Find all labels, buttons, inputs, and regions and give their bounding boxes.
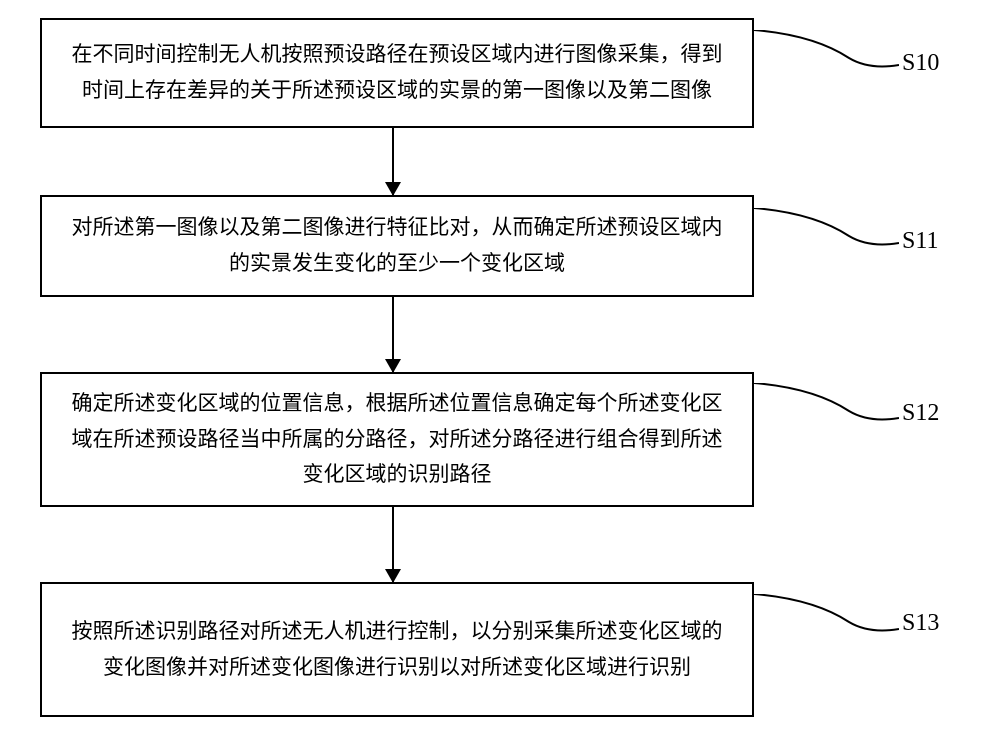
node-text-s10: 在不同时间控制无人机按照预设路径在预设区域内进行图像采集，得到时间上存在差异的关… xyxy=(62,37,732,108)
label-connector-s11 xyxy=(754,208,899,248)
label-connector-s10 xyxy=(754,30,899,70)
flow-node-s10: 在不同时间控制无人机按照预设路径在预设区域内进行图像采集，得到时间上存在差异的关… xyxy=(40,18,754,128)
step-label-s12: S12 xyxy=(902,400,939,427)
node-text-s11: 对所述第一图像以及第二图像进行特征比对，从而确定所述预设区域内的实景发生变化的至… xyxy=(62,210,732,281)
step-label-s10: S10 xyxy=(902,50,939,77)
flow-node-s12: 确定所述变化区域的位置信息，根据所述位置信息确定每个所述变化区域在所述预设路径当… xyxy=(40,372,754,507)
label-connector-s13 xyxy=(754,594,899,634)
node-text-s12: 确定所述变化区域的位置信息，根据所述位置信息确定每个所述变化区域在所述预设路径当… xyxy=(62,386,732,493)
arrow-s11-s12 xyxy=(392,297,394,372)
arrow-s12-s13 xyxy=(392,507,394,582)
step-label-s11: S11 xyxy=(902,228,938,255)
flow-node-s11: 对所述第一图像以及第二图像进行特征比对，从而确定所述预设区域内的实景发生变化的至… xyxy=(40,195,754,297)
arrow-s10-s11 xyxy=(392,128,394,195)
step-label-s13: S13 xyxy=(902,610,939,637)
flow-node-s13: 按照所述识别路径对所述无人机进行控制，以分别采集所述变化区域的变化图像并对所述变… xyxy=(40,582,754,717)
flowchart-container: 在不同时间控制无人机按照预设路径在预设区域内进行图像采集，得到时间上存在差异的关… xyxy=(0,0,1000,745)
node-text-s13: 按照所述识别路径对所述无人机进行控制，以分别采集所述变化区域的变化图像并对所述变… xyxy=(62,614,732,685)
label-connector-s12 xyxy=(754,383,899,423)
